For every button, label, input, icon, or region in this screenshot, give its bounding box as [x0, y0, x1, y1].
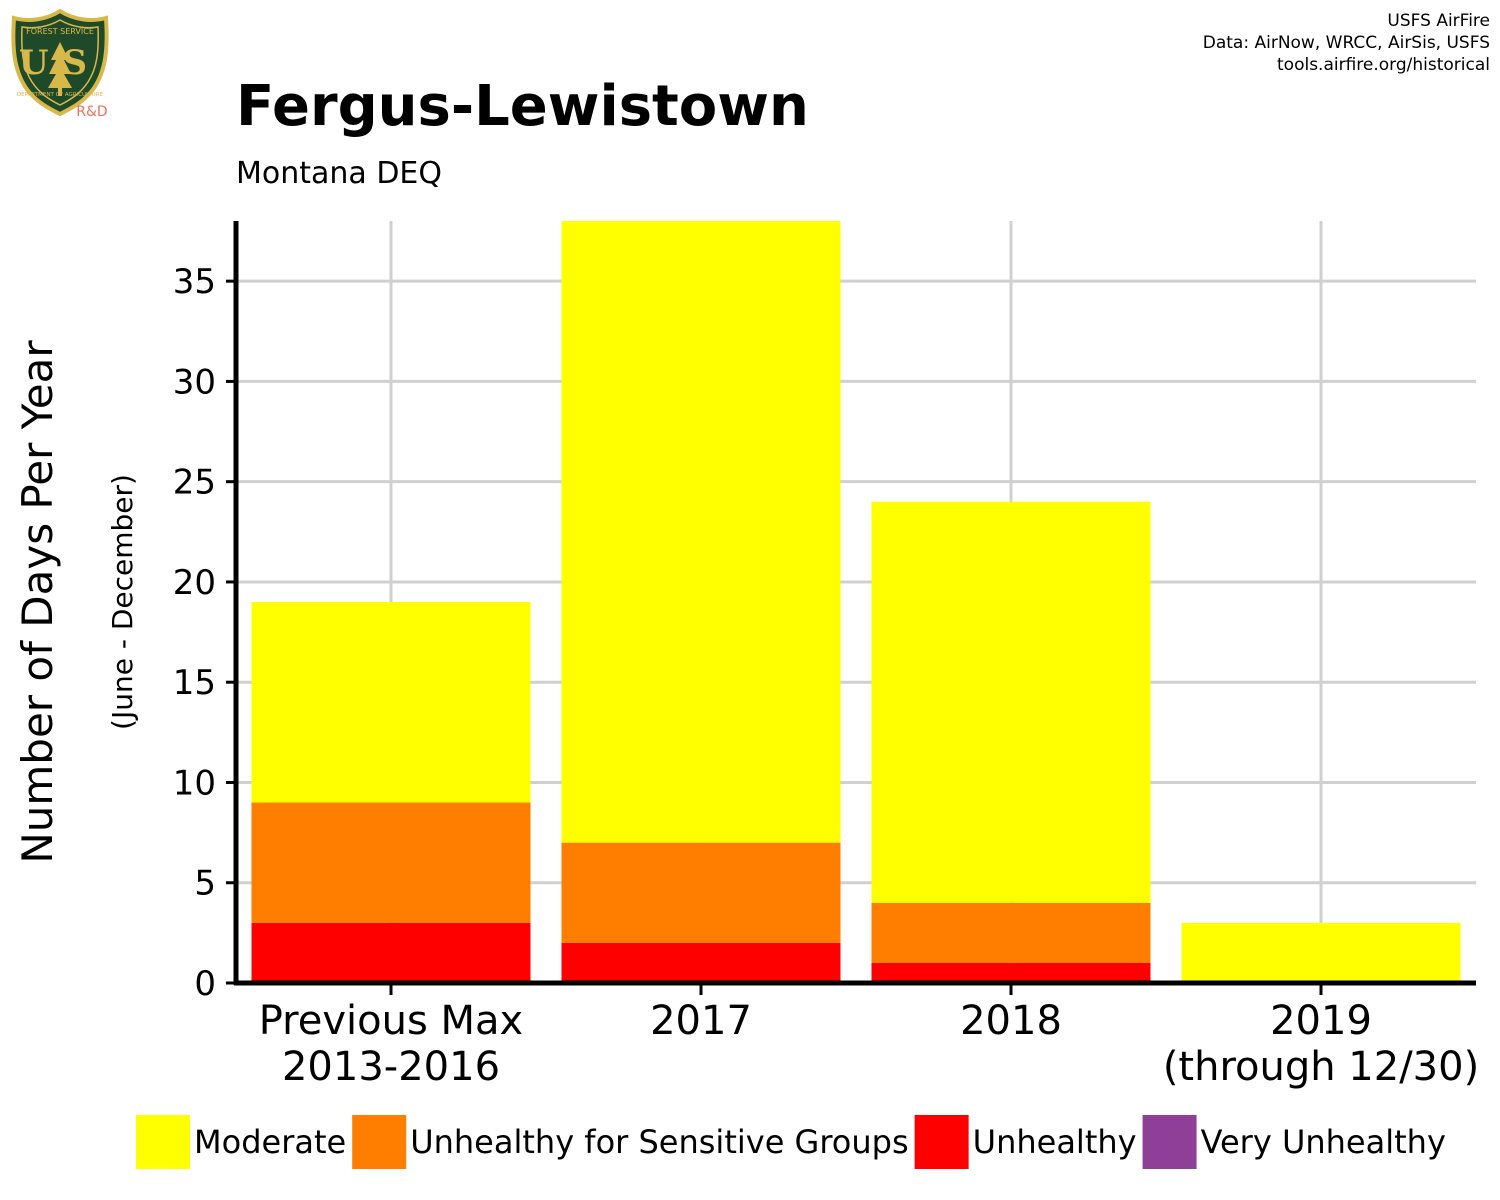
- y-axis-labels: Number of Days Per Year (June - December): [13, 340, 139, 864]
- y-axis-title: Number of Days Per Year: [13, 340, 62, 864]
- y-tick-label: 25: [173, 463, 216, 503]
- y-tick-label: 35: [173, 262, 216, 302]
- y-tick-label: 10: [173, 763, 216, 803]
- x-tick-label: Previous Max: [259, 998, 523, 1044]
- logo-text-main: US: [19, 43, 101, 83]
- legend: Moderate Unhealthy for Sensitive Groups Un…: [136, 1115, 1446, 1169]
- x-tick-label: 2013-2016: [282, 1044, 500, 1090]
- y-tick-label: 15: [173, 663, 216, 703]
- legend-label: Unhealthy: [973, 1123, 1137, 1161]
- bar-segment-unhealthy: [871, 962, 1151, 983]
- logo-text-bottom: DEPARTMENT OF AGRICULTURE: [17, 92, 104, 98]
- x-tick-label: 2017: [650, 998, 752, 1044]
- chart-subtitle: Montana DEQ: [236, 156, 443, 191]
- logo-rd-label: R&D: [76, 104, 107, 120]
- legend-label: Unhealthy for Sensitive Groups: [410, 1123, 908, 1161]
- bar-segment-unhealthy-for-sensitive-groups: [561, 842, 841, 943]
- bar-segment-moderate: [561, 221, 841, 843]
- y-tick-label: 20: [173, 563, 216, 603]
- x-tick-label: 2018: [960, 998, 1062, 1044]
- y-tick-label: 0: [194, 964, 216, 1004]
- legend-swatch: [914, 1115, 969, 1169]
- bar-segment-moderate: [871, 501, 1151, 903]
- bar-segment-unhealthy-for-sensitive-groups: [871, 902, 1151, 963]
- bar-segment-unhealthy: [561, 942, 841, 983]
- legend-swatch: [1142, 1115, 1197, 1169]
- tree-icon: [48, 42, 72, 96]
- x-tick-label: 2019: [1270, 998, 1372, 1044]
- bars: [251, 221, 1461, 983]
- logo-text-top: FOREST SERVICE: [26, 27, 94, 36]
- legend-label: Very Unhealthy: [1201, 1123, 1446, 1161]
- credit-line-3: tools.airfire.org/historical: [1277, 55, 1490, 75]
- axes: [233, 221, 1476, 986]
- usfs-shield-logo: FOREST SERVICE US DEPARTMENT OF AGRICULT…: [11, 8, 109, 120]
- credits: USFS AirFire Data: AirNow, WRCC, AirSis,…: [1203, 10, 1490, 76]
- y-tick-label: 30: [173, 362, 216, 402]
- credit-line-1: USFS AirFire: [1387, 11, 1490, 31]
- credit-line-2: Data: AirNow, WRCC, AirSis, USFS: [1202, 33, 1490, 53]
- x-tick-label: (through 12/30): [1163, 1044, 1479, 1090]
- legend-swatch: [136, 1115, 190, 1169]
- bar-segment-unhealthy: [251, 922, 531, 983]
- chart-title: Fergus-Lewistown: [236, 74, 809, 139]
- y-axis-ticks: 0 5 10 15 20 25 30 35: [173, 262, 236, 1004]
- legend-swatch: [352, 1115, 407, 1169]
- legend-label: Moderate: [194, 1123, 346, 1161]
- y-tick-label: 5: [194, 864, 216, 904]
- bar-segment-moderate: [1181, 922, 1461, 983]
- y-axis-subtitle: (June - December): [106, 474, 139, 730]
- bar-segment-moderate: [251, 602, 531, 803]
- bar-segment-unhealthy-for-sensitive-groups: [251, 802, 531, 923]
